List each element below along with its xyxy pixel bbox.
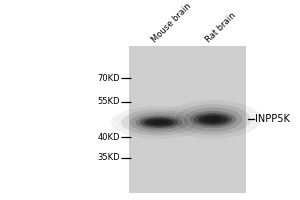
Ellipse shape — [203, 116, 223, 122]
Ellipse shape — [130, 112, 188, 133]
Ellipse shape — [184, 107, 242, 131]
Text: Rat brain: Rat brain — [204, 10, 237, 44]
Ellipse shape — [190, 111, 236, 128]
Ellipse shape — [144, 118, 174, 126]
Ellipse shape — [121, 109, 197, 135]
Text: Mouse brain: Mouse brain — [150, 1, 193, 44]
Bar — [129, 46, 246, 193]
Text: 35KD: 35KD — [98, 153, 120, 162]
Text: 40KD: 40KD — [98, 133, 120, 142]
Ellipse shape — [175, 104, 251, 135]
Ellipse shape — [149, 120, 169, 125]
Text: INPP5K: INPP5K — [255, 114, 290, 124]
Ellipse shape — [165, 100, 261, 139]
Text: 70KD: 70KD — [98, 74, 120, 83]
Ellipse shape — [140, 117, 178, 128]
Ellipse shape — [198, 115, 228, 124]
Ellipse shape — [136, 115, 182, 130]
Text: 55KD: 55KD — [98, 97, 120, 106]
Ellipse shape — [194, 113, 232, 126]
Ellipse shape — [111, 106, 207, 139]
